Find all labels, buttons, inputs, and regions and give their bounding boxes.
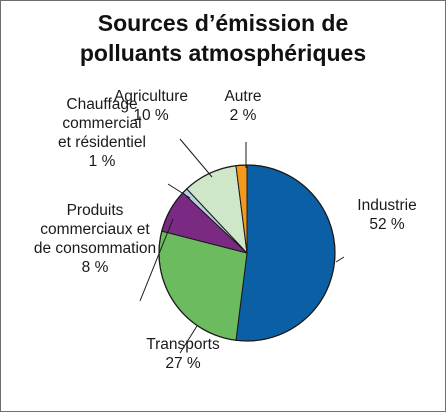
leader-line-4: [179, 138, 213, 178]
slice-label-3-line-2: et résidentiel: [58, 134, 146, 151]
slice-label-2: Produits commerciaux et de consommation 8 %: [34, 202, 156, 276]
leader-line-1: [179, 325, 198, 354]
pie-slice-0: [235, 164, 336, 342]
slice-label-4: Agriculture 10 %: [114, 88, 188, 124]
slice-label-3-line-0: Chauffage: [66, 96, 137, 113]
slice-label-2-line-2: de consommation: [34, 240, 156, 257]
slice-label-5-line-0: Autre: [224, 88, 261, 105]
slice-label-3-line-1: commercial: [62, 115, 141, 132]
slice-label-2-line-0: Produits: [67, 202, 124, 219]
title-line-2: polluants atmosphériques: [79, 40, 367, 66]
chart-title: Sources d’émission de polluants atmosphé…: [0, 8, 446, 68]
slice-label-5: Autre 2 %: [224, 88, 261, 124]
slice-label-1-line-1: 27 %: [165, 355, 201, 372]
leader-line-0: [335, 256, 345, 263]
slice-label-4-line-0: Agriculture: [114, 88, 188, 105]
title-line-1: Sources d’émission de: [97, 10, 349, 36]
slice-label-3: Chauffage commercial et résidentiel 1 %: [58, 96, 146, 170]
slice-label-0-line-0: Industrie: [357, 197, 416, 214]
leader-line-3: [167, 183, 191, 199]
slice-label-1: Transports 27 %: [146, 336, 220, 372]
leader-line-2: [139, 218, 174, 302]
slice-label-4-line-1: 10 %: [133, 107, 169, 124]
slice-label-1-line-0: Transports: [146, 336, 220, 353]
slice-label-2-line-1: commerciaux et: [40, 221, 150, 238]
slice-label-3-line-3: 1 %: [89, 153, 116, 170]
slice-label-2-line-3: 8 %: [82, 259, 109, 276]
slice-label-0-line-1: 52 %: [369, 216, 405, 233]
slice-label-5-line-1: 2 %: [230, 107, 257, 124]
slice-label-0: Industrie 52 %: [357, 197, 416, 233]
